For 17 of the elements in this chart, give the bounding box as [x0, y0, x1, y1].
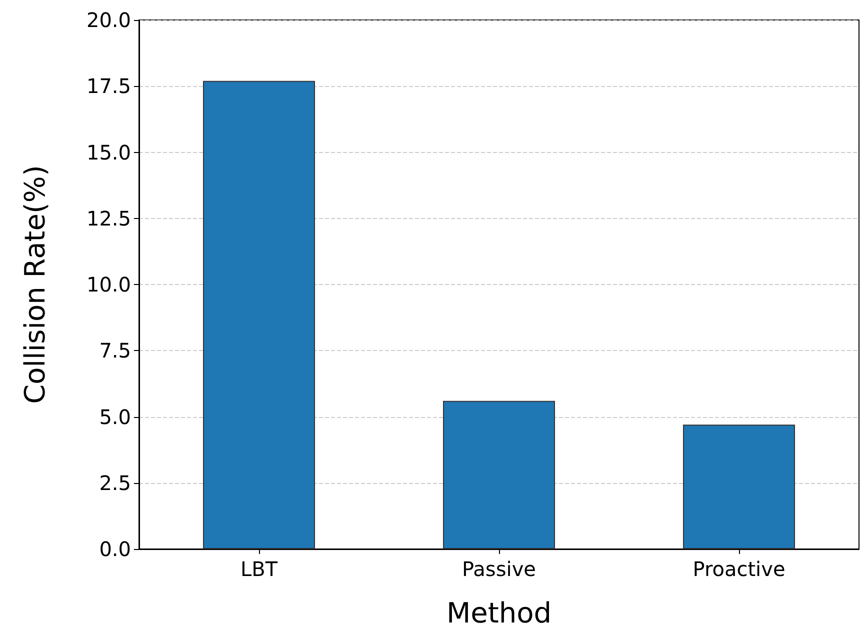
- y-tick-label: 15.0: [86, 140, 131, 164]
- bar: [443, 400, 555, 549]
- x-tick-label: Passive: [462, 557, 536, 581]
- x-tick-label: Proactive: [692, 557, 786, 581]
- x-axis-title: Method: [446, 596, 552, 630]
- y-tick-label: 17.5: [86, 74, 131, 98]
- bar: [683, 424, 795, 549]
- y-tick-label: 5.0: [99, 404, 131, 429]
- x-tick-label: LBT: [240, 557, 278, 581]
- y-tick-label: 12.5: [86, 206, 131, 230]
- y-tick-label: 7.5: [99, 338, 131, 363]
- y-tick-label: 2.5: [99, 470, 131, 495]
- y-tick-label: 0.0: [99, 537, 131, 561]
- y-axis-title: Collision Rate(%): [18, 165, 52, 404]
- y-tick-label: 10.0: [86, 272, 131, 296]
- y-tick-label: 20.0: [86, 8, 131, 32]
- bar: [203, 80, 315, 549]
